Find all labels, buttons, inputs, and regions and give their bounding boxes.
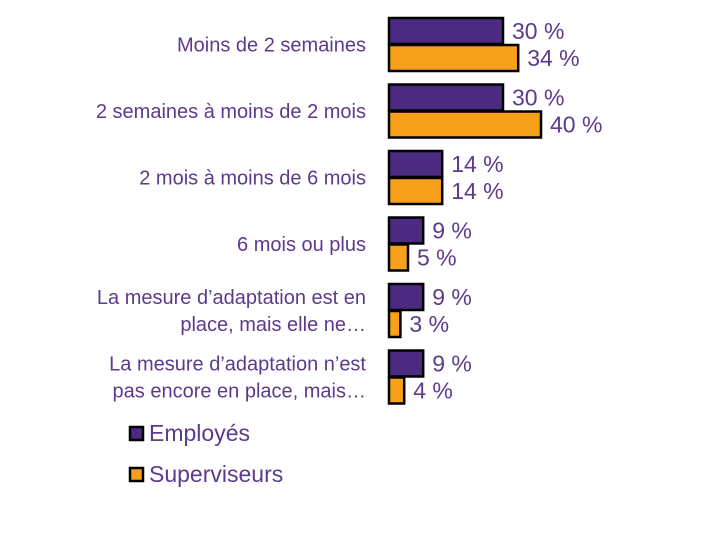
data-label: 14 % <box>451 178 503 204</box>
data-label: 9 % <box>432 218 472 244</box>
legend-swatch <box>128 425 145 442</box>
bar <box>387 110 543 139</box>
category-label: Moins de 2 semaines <box>177 35 366 57</box>
bar <box>387 216 425 245</box>
bar <box>387 43 520 73</box>
category-label: La mesure d’adaptation n’est pas encore e… <box>109 354 366 403</box>
data-label: 30 % <box>512 85 564 111</box>
data-label: 14 % <box>451 151 503 177</box>
data-label: 30 % <box>512 18 564 44</box>
data-label: 5 % <box>417 245 457 271</box>
legend: Employés Superviseurs <box>128 420 283 487</box>
bars-layer <box>387 16 543 405</box>
bar <box>387 376 406 405</box>
legend-swatch <box>128 466 145 483</box>
data-label: 40 % <box>550 112 602 138</box>
bar <box>387 83 505 112</box>
bar <box>387 176 444 206</box>
category-label: 6 mois ou plus <box>237 234 366 256</box>
bar <box>387 149 444 179</box>
bar <box>387 349 425 378</box>
bar <box>387 243 410 272</box>
data-label: 9 % <box>432 351 472 377</box>
data-label: 3 % <box>409 311 449 337</box>
data-label: 9 % <box>432 284 472 310</box>
category-label: 2 mois à moins de 6 mois <box>139 168 366 190</box>
legend-label: Superviseurs <box>149 461 283 487</box>
category-label: 2 semaines à moins de 2 mois <box>96 101 366 123</box>
bar <box>387 282 425 312</box>
bar <box>387 309 402 339</box>
data-label: 4 % <box>413 378 453 404</box>
category-label: La mesure d’adaptation est en place, mais… <box>97 287 366 336</box>
bar <box>387 16 505 46</box>
legend-label: Employés <box>149 420 250 446</box>
data-label: 34 % <box>527 45 579 71</box>
